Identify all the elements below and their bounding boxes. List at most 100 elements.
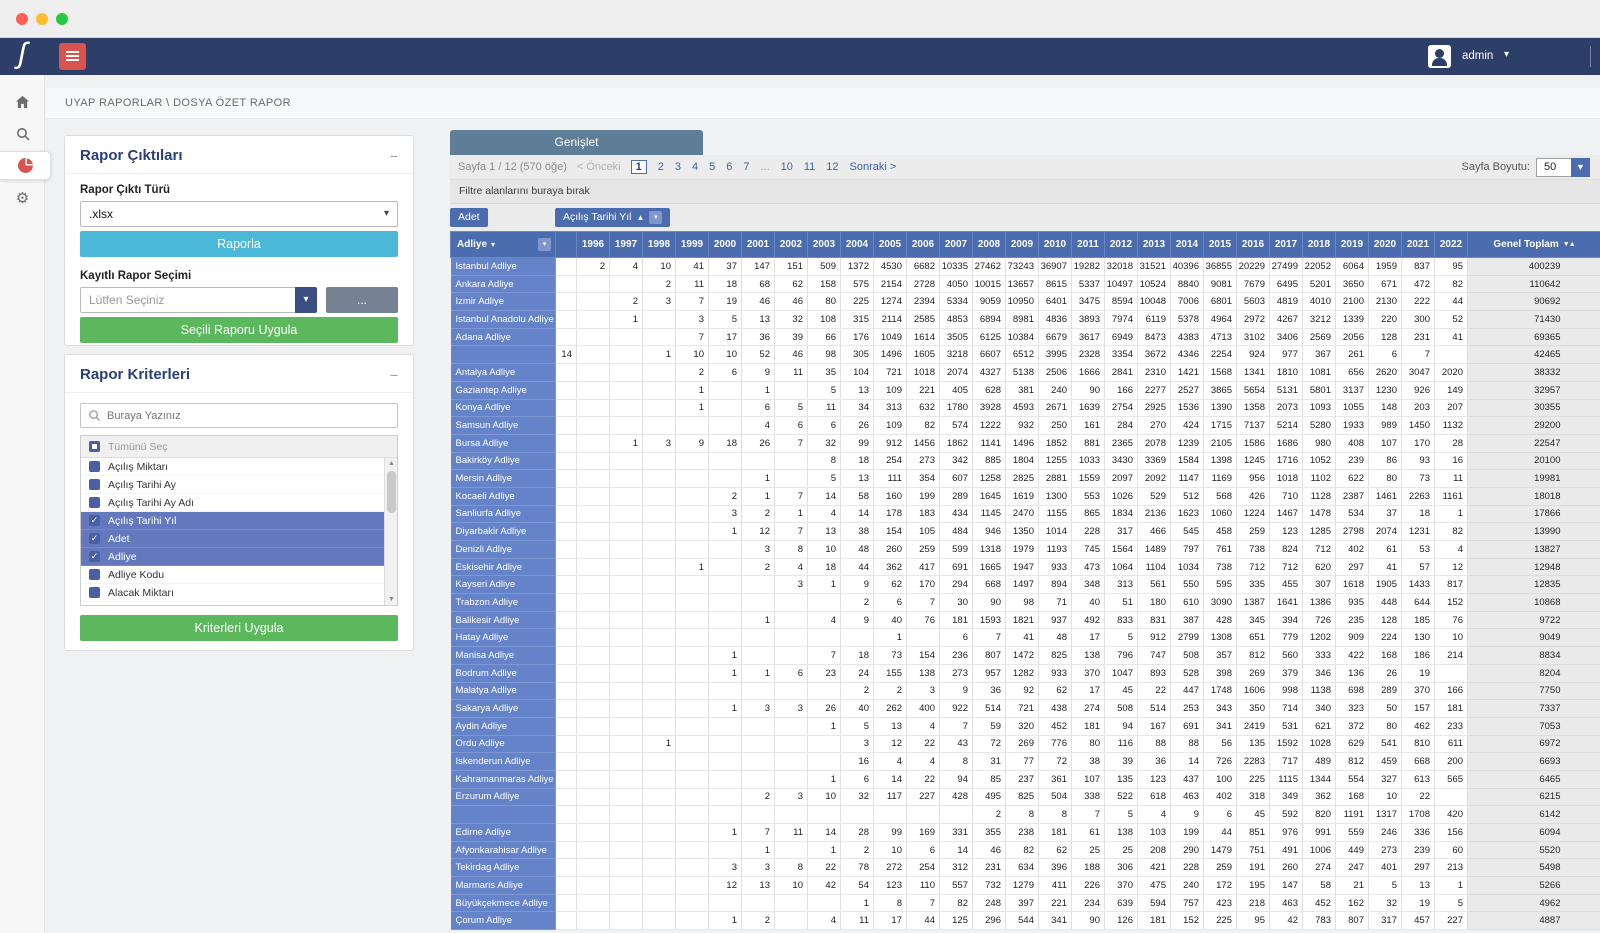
value-cell: 296 [972, 911, 1006, 931]
pager-page[interactable]: 6 [726, 161, 733, 173]
value-cell: 449 [1335, 841, 1369, 860]
sidebar-item-search[interactable] [0, 119, 45, 148]
minimize-window-button[interactable] [36, 13, 48, 25]
apply-criteria-button[interactable]: Kriterleri Uygula [80, 615, 398, 641]
pager-page[interactable]: 7 [743, 161, 750, 173]
value-cell: 169 [906, 823, 940, 842]
total-cell: 5498 [1467, 858, 1600, 878]
column-header-year-2008[interactable]: 2008 [972, 231, 1006, 258]
row-header-cell: Ankara Adliye [450, 275, 556, 294]
filter-icon[interactable]: ▾ [649, 211, 663, 224]
column-header-year-2005[interactable]: 2005 [873, 231, 907, 258]
collapse-icon[interactable]: − [389, 366, 398, 383]
column-header-year-2002[interactable]: 2002 [774, 231, 808, 258]
pager-next[interactable]: Sonraki > [849, 161, 897, 173]
pager-prev[interactable]: < Önceki [576, 161, 621, 173]
report-button[interactable]: Raporla [80, 231, 398, 257]
apply-saved-report-button[interactable]: Seçili Raporu Uygula [80, 317, 398, 343]
criteria-item[interactable]: Açılış Tarihi Ay Adı [81, 494, 397, 512]
menu-toggle-button[interactable] [59, 43, 86, 70]
pager-page[interactable]: 2 [657, 161, 664, 173]
value-cell: 1433 [1401, 575, 1435, 595]
filter-drop-zone[interactable]: Filtre alanlarını buraya bırak [450, 180, 1600, 204]
column-header-year-1997[interactable]: 1997 [609, 231, 643, 258]
column-header-year-2000[interactable]: 2000 [708, 231, 742, 258]
column-header-year-2009[interactable]: 2009 [1005, 231, 1039, 258]
column-header-year-2022[interactable]: 2022 [1434, 231, 1468, 258]
criteria-item[interactable]: Alacak Miktarı [81, 584, 397, 602]
zoom-window-button[interactable] [56, 13, 68, 25]
value-cell: 361 [1038, 770, 1072, 789]
pager-page[interactable]: 5 [709, 161, 716, 173]
output-type-select[interactable]: .xlsx ▾ [80, 201, 398, 227]
criteria-item[interactable]: ✓ Açılış Tarihi Yıl [81, 512, 397, 530]
value-cell: 323 [1335, 699, 1369, 718]
saved-report-select[interactable]: Lütfen Seçiniz ▾ [80, 287, 317, 313]
criteria-search-input[interactable] [107, 404, 393, 427]
column-header-year-2006[interactable]: 2006 [906, 231, 940, 258]
collapse-icon[interactable]: − [389, 147, 398, 164]
value-cell [555, 752, 577, 771]
column-header-year-2019[interactable]: 2019 [1335, 231, 1369, 258]
value-cell: 2569 [1302, 328, 1336, 347]
pager-page[interactable]: 10 [780, 161, 793, 173]
pager-page[interactable]: 12 [826, 161, 839, 173]
column-header-year-2007[interactable]: 2007 [939, 231, 973, 258]
column-header-year-2010[interactable]: 2010 [1038, 231, 1072, 258]
criteria-item[interactable]: ✓ Adliye [81, 548, 397, 566]
sidebar-item-reports[interactable] [0, 151, 51, 180]
column-header-year-2011[interactable]: 2011 [1071, 231, 1105, 258]
column-header-year-2016[interactable]: 2016 [1236, 231, 1270, 258]
column-header-year-2020[interactable]: 2020 [1368, 231, 1402, 258]
column-header-year-2021[interactable]: 2021 [1401, 231, 1435, 258]
scrollbar-thumb[interactable] [387, 471, 396, 513]
criteria-item[interactable]: Açılış Tarihi Ay [81, 476, 397, 494]
column-header-year-2003[interactable]: 2003 [807, 231, 841, 258]
pager-page[interactable]: 3 [674, 161, 681, 173]
value-cell: 6 [741, 399, 775, 418]
expand-button[interactable]: Genişlet [450, 130, 703, 155]
column-header-year-2015[interactable]: 2015 [1203, 231, 1237, 258]
value-cell: 428 [939, 788, 973, 807]
column-header-year-2018[interactable]: 2018 [1302, 231, 1336, 258]
column-header-year-1996[interactable]: 1996 [576, 231, 610, 258]
scroll-down-icon[interactable]: ▼ [388, 596, 395, 603]
more-options-button[interactable]: ... [326, 287, 398, 313]
column-header-year-2014[interactable]: 2014 [1170, 231, 1204, 258]
user-avatar[interactable] [1428, 45, 1451, 68]
column-header-total[interactable]: Genel Toplam ▼▲ [1467, 231, 1600, 258]
row-header-cell: Eskisehir Adliye [450, 558, 556, 577]
sidebar-item-settings[interactable]: ⚙ [0, 183, 45, 212]
criteria-item[interactable]: ✓ Adet [81, 530, 397, 548]
column-header-year-1998[interactable]: 1998 [642, 231, 676, 258]
value-cell: 1 [807, 770, 841, 789]
criteria-item[interactable]: Açılış Miktarı [81, 458, 397, 476]
column-header-year-2004[interactable]: 2004 [840, 231, 874, 258]
column-header-adliye[interactable]: Adliye ▾ ▾ [450, 231, 556, 258]
select-all-row[interactable]: Tümünü Seç [81, 436, 397, 458]
group-chip-acilis-tarihi-yil[interactable]: Açılış Tarihi Yıl ▲ ▾ [555, 208, 671, 227]
page-size-select[interactable]: 50 ▼ [1536, 157, 1590, 177]
filter-icon[interactable]: ▾ [538, 238, 551, 251]
pager-page[interactable]: 11 [803, 161, 816, 173]
scrollbar[interactable]: ▲ ▼ [384, 458, 397, 605]
value-cell [675, 805, 709, 824]
column-header-year-2012[interactable]: 2012 [1104, 231, 1138, 258]
pager-page-current[interactable]: 1 [630, 160, 647, 174]
column-header-year-2001[interactable]: 2001 [741, 231, 775, 258]
sidebar-item-home[interactable] [0, 87, 45, 116]
chevron-down-icon[interactable]: ▾ [1504, 49, 1510, 60]
column-header-year-1999[interactable]: 1999 [675, 231, 709, 258]
value-cell [555, 310, 577, 329]
value-cell [741, 717, 775, 736]
scroll-up-icon[interactable]: ▲ [388, 460, 395, 467]
group-chip-adet[interactable]: Adet [450, 208, 488, 227]
column-header-year-2013[interactable]: 2013 [1137, 231, 1171, 258]
user-menu[interactable]: admin [1462, 50, 1494, 62]
value-cell: 116 [1104, 735, 1138, 754]
criteria-item[interactable]: Adliye Kodu [81, 566, 397, 584]
close-window-button[interactable] [16, 13, 28, 25]
criteria-item[interactable] [81, 602, 397, 605]
column-header-year-2017[interactable]: 2017 [1269, 231, 1303, 258]
pager-page[interactable]: 4 [691, 161, 699, 173]
